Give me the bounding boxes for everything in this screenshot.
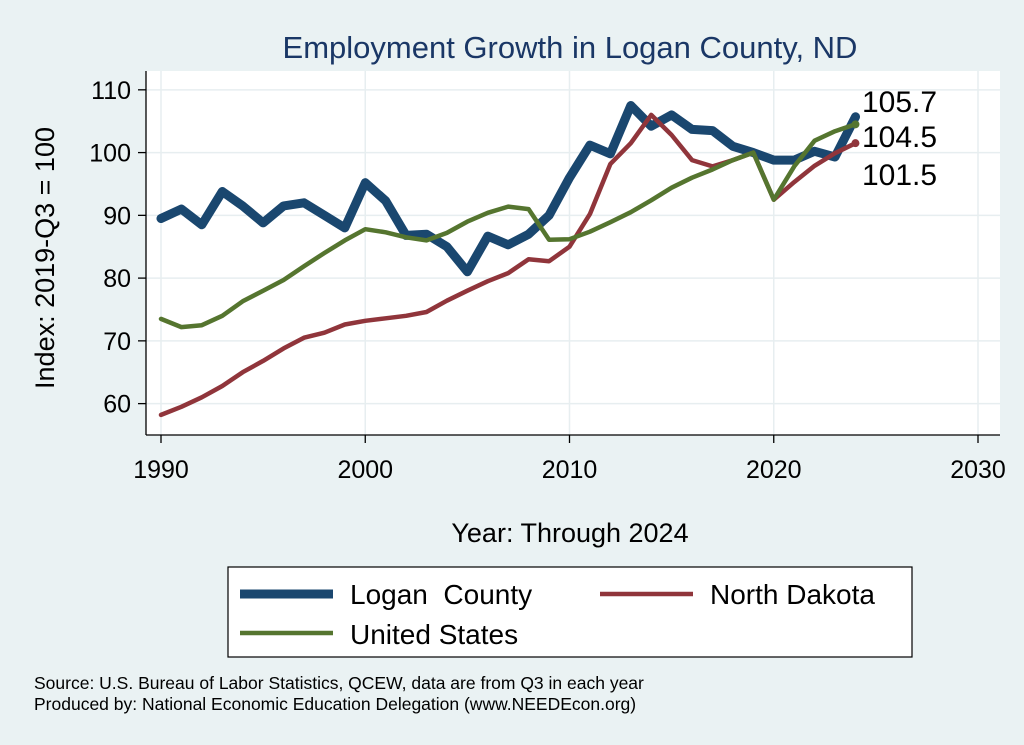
- end-point-marker: [851, 120, 860, 129]
- x-tick-label: 1990: [133, 456, 189, 484]
- end-point-marker: [851, 139, 860, 148]
- y-tick-label: 70: [103, 328, 131, 356]
- y-tick-label: 90: [103, 202, 131, 230]
- x-axis-ticks: 1990 2000 2010 2020 2030: [133, 435, 1006, 484]
- chart-title: Employment Growth in Logan County, ND: [283, 30, 858, 65]
- plot-area: [146, 71, 1000, 435]
- source-note: Source: U.S. Bureau of Labor Statistics,…: [34, 673, 644, 693]
- legend-box: [227, 566, 913, 658]
- end-labels: 105.7 101.5 104.5: [851, 86, 937, 192]
- end-label-value: 101.5: [862, 159, 937, 192]
- x-tick-label: 2010: [542, 456, 598, 484]
- x-tick-label: 2020: [746, 456, 802, 484]
- y-tick-label: 100: [89, 140, 131, 168]
- legend: Logan County North Dakota United States: [227, 566, 913, 658]
- end-label-value: 104.5: [862, 121, 937, 154]
- series-line-logan-county: [156, 101, 860, 277]
- y-tick-label: 60: [103, 391, 131, 419]
- legend-label-united-states: United States: [350, 619, 518, 650]
- end-label-value: 105.7: [862, 86, 937, 119]
- y-axis-ticks: 60 70 80 90 100 110: [89, 77, 146, 419]
- x-tick-label: 2000: [337, 456, 393, 484]
- y-tick-label: 110: [91, 77, 131, 105]
- legend-label-logan-county: Logan County: [350, 579, 532, 610]
- series-line-united-states: [158, 122, 858, 330]
- x-axis-title: Year: Through 2024: [451, 518, 688, 548]
- y-tick-label: 80: [103, 265, 131, 293]
- y-axis-title: Index: 2019-Q3 = 100: [30, 127, 60, 389]
- producer-note: Produced by: National Economic Education…: [34, 694, 636, 714]
- end-point-marker: [851, 112, 860, 121]
- series-lines: [156, 101, 860, 418]
- legend-label-north-dakota: North Dakota: [710, 579, 875, 610]
- x-tick-label: 2030: [950, 456, 1006, 484]
